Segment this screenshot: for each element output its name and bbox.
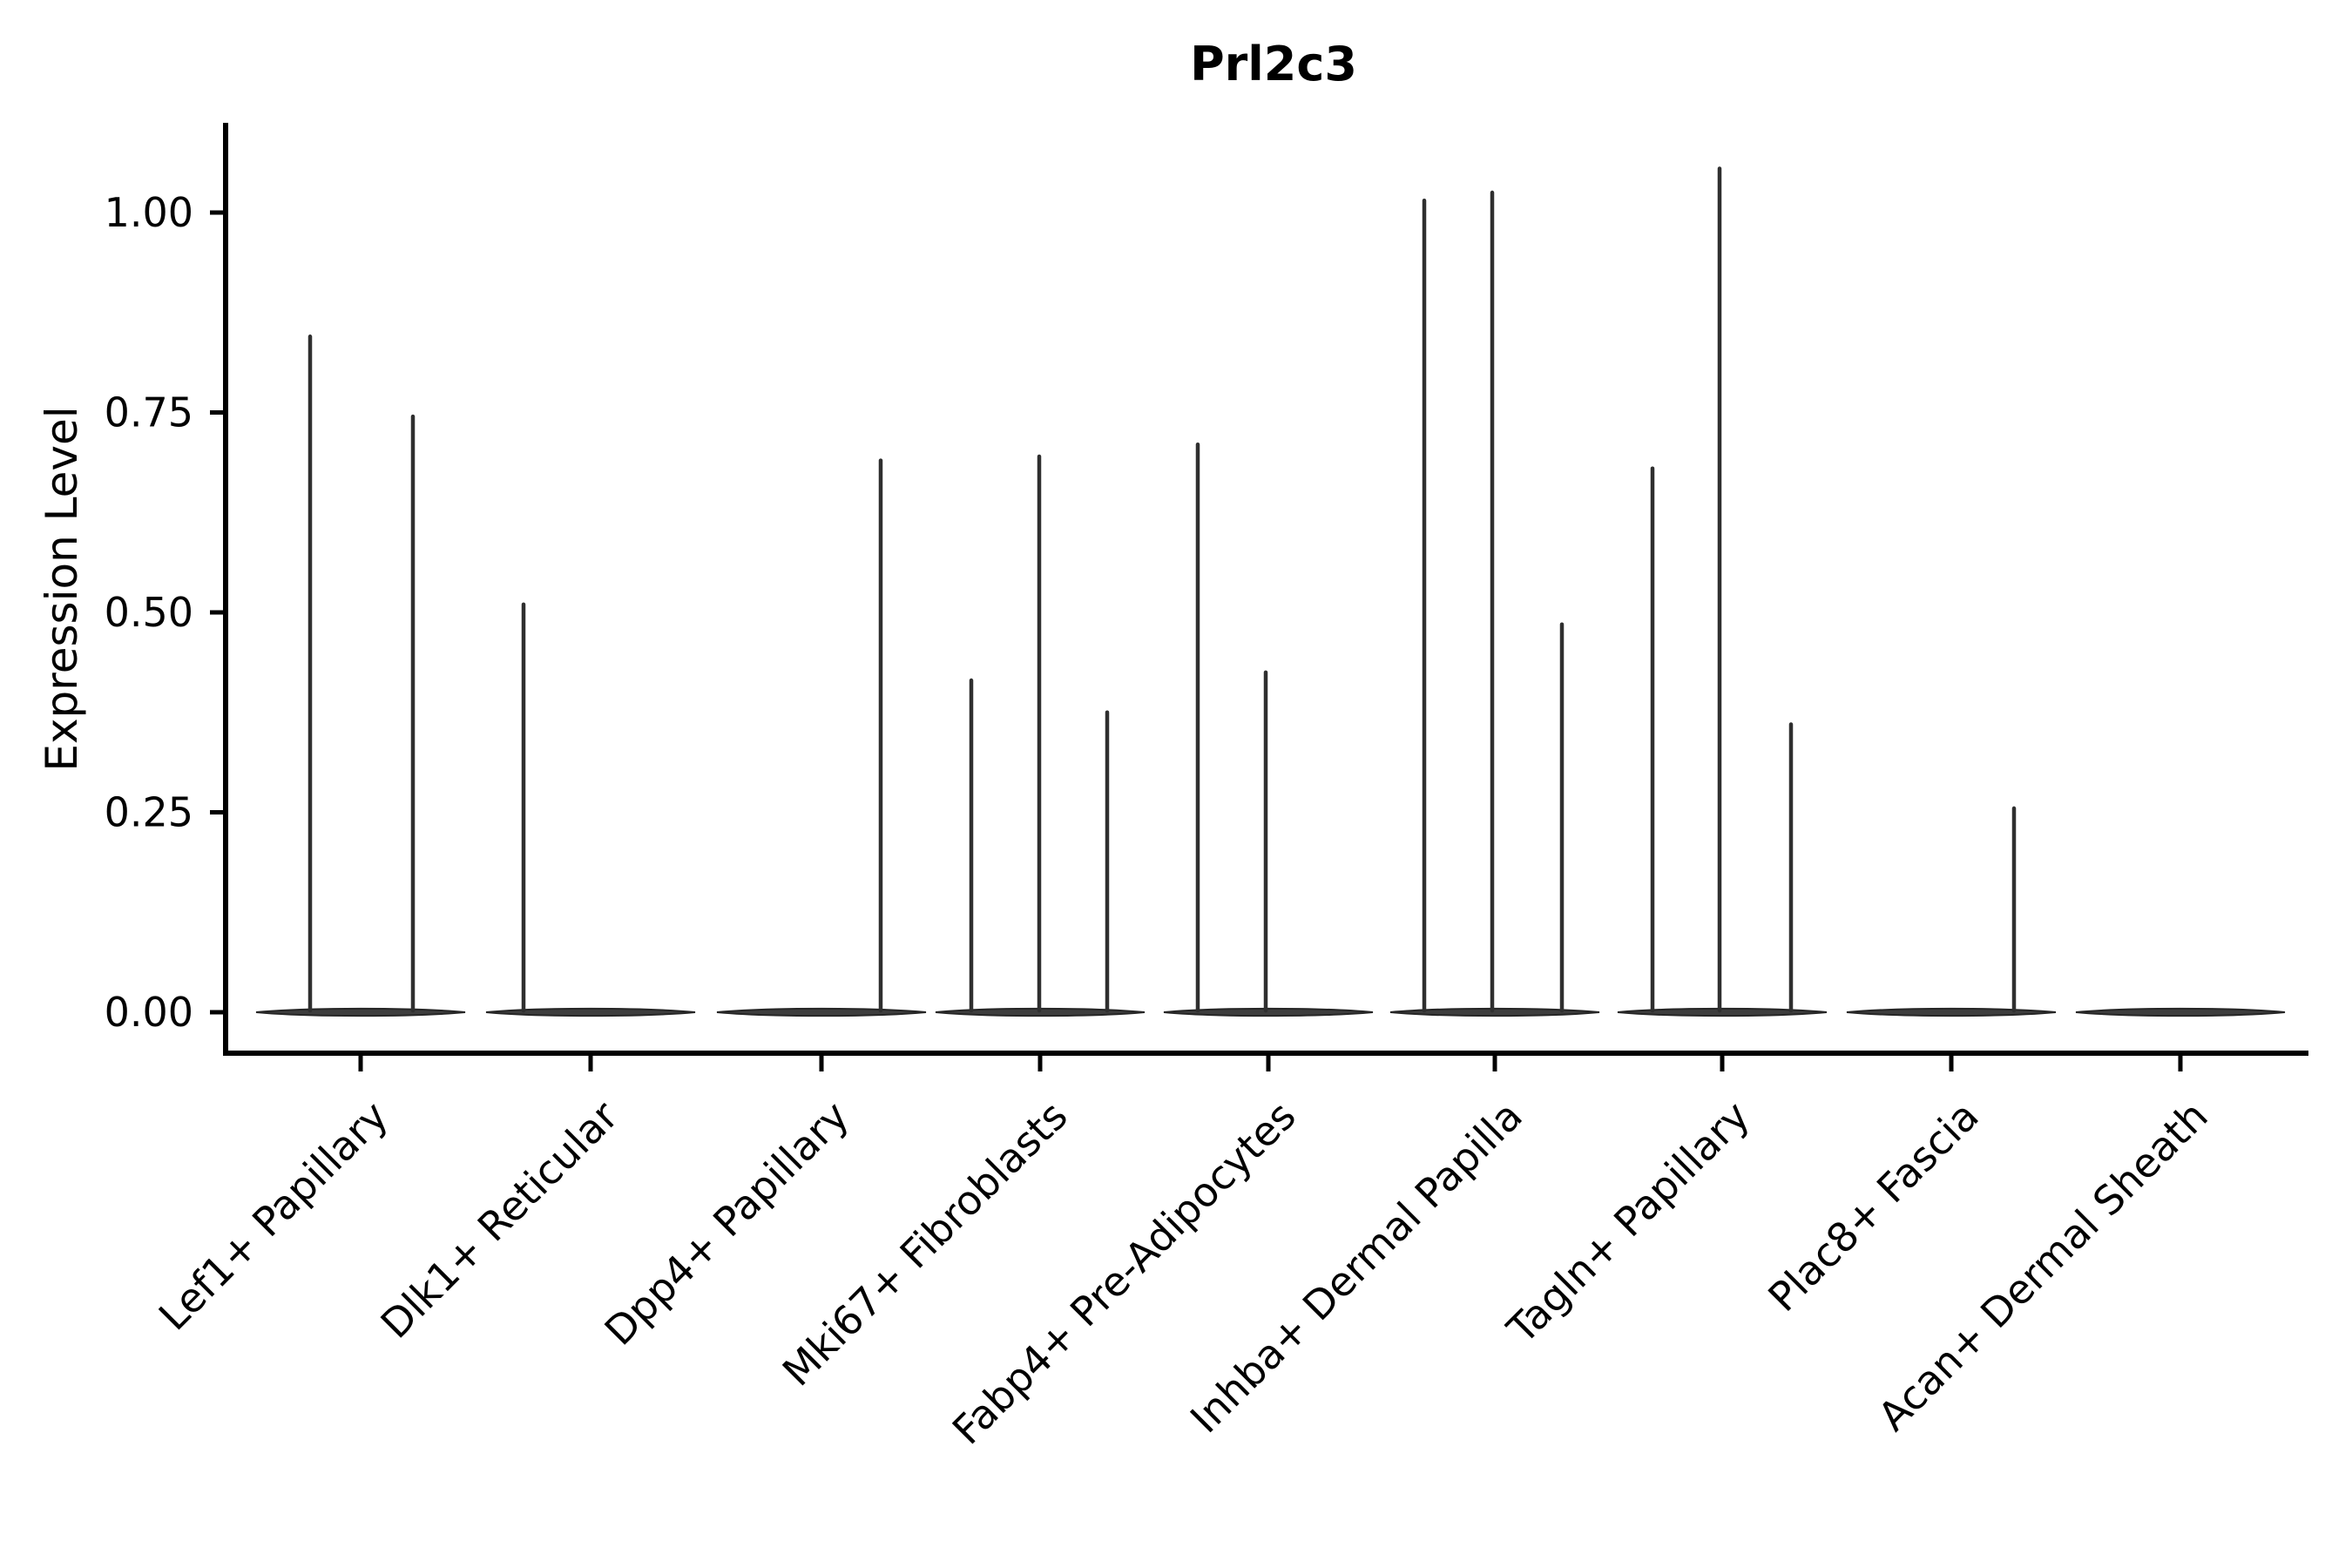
- violin-base: [716, 1007, 927, 1017]
- violin: [1163, 442, 1374, 1017]
- violin-base: [485, 1007, 696, 1017]
- x-tick-label: Tagln+ Papillary: [1497, 1092, 1759, 1354]
- violin-base: [1617, 1007, 1828, 1017]
- x-tick-label: Dpp4+ Papillary: [596, 1092, 858, 1355]
- violin-series: [255, 166, 2286, 1017]
- violin-base: [1846, 1007, 2057, 1017]
- y-axis-label: Expression Level: [37, 406, 87, 771]
- y-tick-label: 0.25: [105, 789, 193, 836]
- y-axis-ticks: 0.00 0.25 0.50 0.75 1.00: [105, 189, 223, 1036]
- y-tick-label: 0.75: [105, 389, 193, 436]
- x-tick-label: Plac8+ Fascia: [1759, 1092, 1987, 1321]
- violin: [255, 335, 466, 1017]
- violin: [1389, 190, 1600, 1017]
- violin: [716, 458, 927, 1017]
- y-tick-label: 0.50: [105, 589, 193, 636]
- violin-base: [2075, 1007, 2286, 1017]
- x-tick-label: Dlk1+ Reticular: [372, 1092, 627, 1348]
- violin: [1846, 806, 2057, 1017]
- violin: [1617, 166, 1828, 1017]
- violin: [485, 602, 696, 1017]
- x-tick-label: Lef1+ Papillary: [150, 1092, 397, 1340]
- violin-base: [1163, 1007, 1374, 1017]
- violin: [2075, 1007, 2286, 1017]
- violin-base: [255, 1007, 466, 1017]
- y-tick-label: 1.00: [105, 189, 193, 236]
- chart-title: Prl2c3: [1190, 37, 1357, 91]
- y-tick-label: 0.00: [105, 989, 193, 1036]
- violin-base: [1389, 1007, 1600, 1017]
- violin: [935, 454, 1146, 1017]
